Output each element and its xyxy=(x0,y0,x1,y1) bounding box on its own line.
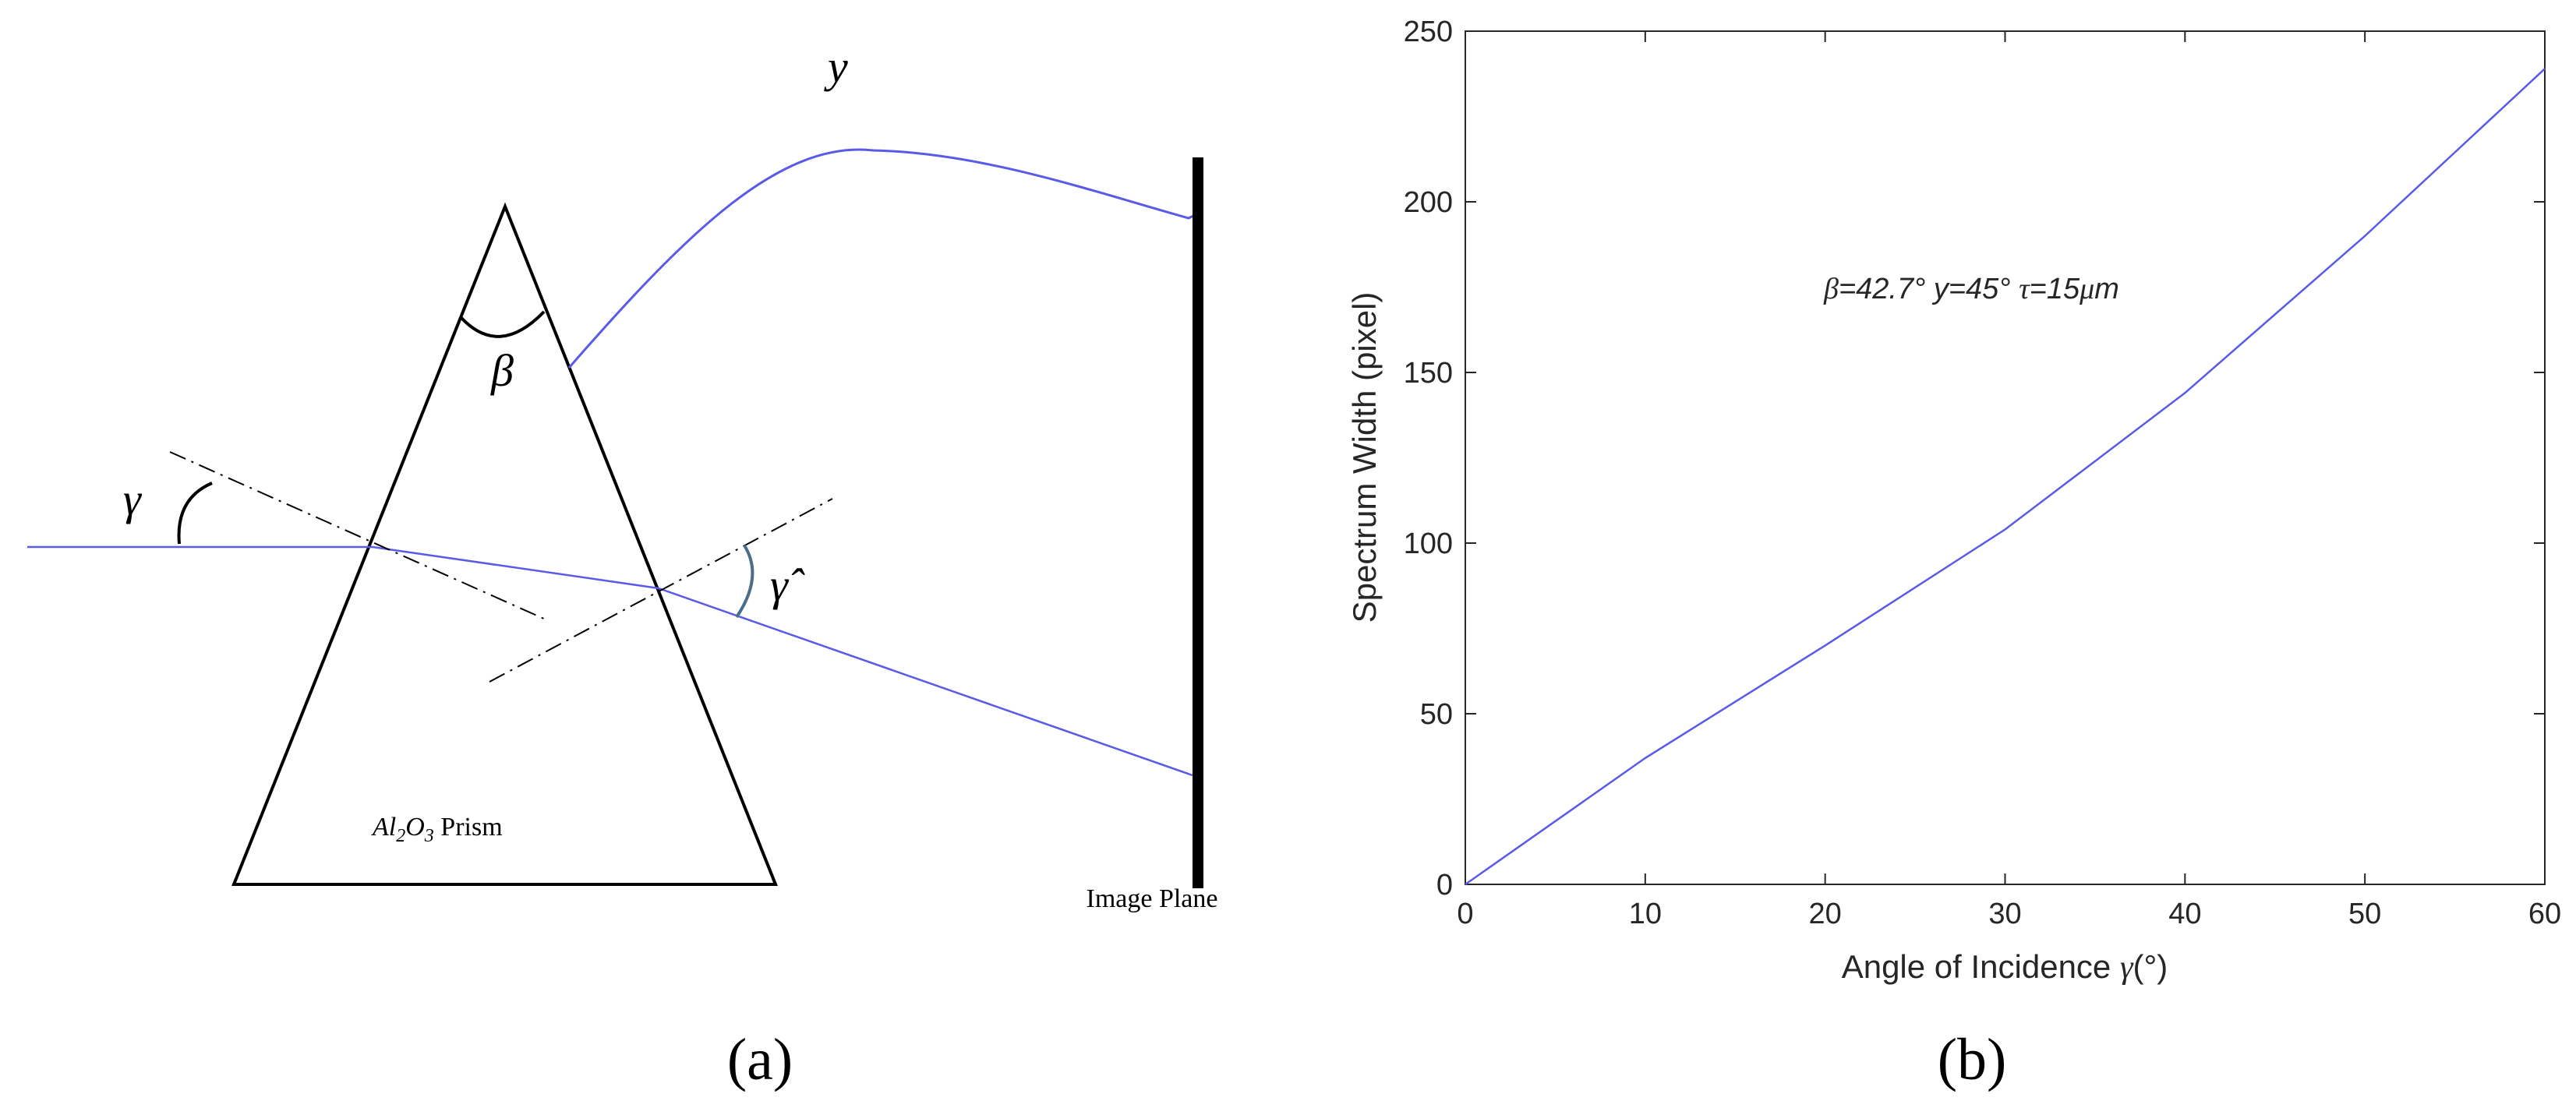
exit-ray xyxy=(658,587,1193,777)
x-axis-label: Angle of Incidence γ(°) xyxy=(1842,948,2168,986)
y-tick-label: 250 xyxy=(1404,16,1453,48)
prism-triangle xyxy=(231,202,778,886)
prism-label-sub2: 2 xyxy=(396,826,405,846)
x-tick-label: 60 xyxy=(2528,898,2561,930)
annotation-y: y=45° xyxy=(1931,273,2019,305)
y-tick-label: 200 xyxy=(1404,186,1453,219)
x-tick-label: 30 xyxy=(1988,898,2021,930)
prism-label-word: Prism xyxy=(434,813,503,842)
image-plane-label: Image Plane xyxy=(1087,884,1218,913)
x-axis-label-symbol: γ xyxy=(2120,950,2134,986)
gamma-angle-arc xyxy=(177,482,213,545)
normal-line-entry xyxy=(169,451,546,620)
y-tick-label: 50 xyxy=(1420,698,1453,731)
annotation-beta: β xyxy=(1823,273,1839,305)
chart-annotation: β=42.7° y=45° τ=15μm xyxy=(1823,273,2119,305)
gamma-label: γ xyxy=(123,474,143,524)
annotation-unit: m xyxy=(2094,273,2119,305)
x-tick-label: 0 xyxy=(1457,898,1473,930)
prism-label-o: O xyxy=(405,813,425,842)
plot-frame xyxy=(1465,30,2546,885)
beta-label: β xyxy=(490,345,514,396)
prism-label-al: Al xyxy=(371,813,396,842)
x-axis-label-text: Angle of Incidence xyxy=(1842,948,2120,985)
x-tick-label: 20 xyxy=(1809,898,1842,930)
x-tick-label: 50 xyxy=(2348,898,2381,930)
x-tick-label: 10 xyxy=(1629,898,1662,930)
panel-b-chart: 0 10 20 30 40 50 60 0 50 100 150 200 250 Angle of I… xyxy=(1346,16,2561,1092)
normal-line-exit xyxy=(489,498,833,683)
x-axis-ticks: 0 10 20 30 40 50 60 xyxy=(1457,31,2561,930)
prism-material-label: Al2O3 Prism xyxy=(371,813,503,846)
y-tick-label: 100 xyxy=(1404,528,1453,560)
caption-a: (a) xyxy=(727,1027,793,1092)
image-plane-bar xyxy=(1193,157,1203,888)
x-tick-label: 40 xyxy=(2168,898,2201,930)
prism-label-sub3: 3 xyxy=(424,826,434,846)
annotation-tau: τ xyxy=(2019,273,2030,305)
y-tick-label: 0 xyxy=(1436,869,1453,902)
y-tick-label: 150 xyxy=(1404,357,1453,390)
y-axis-ticks: 0 50 100 150 200 250 xyxy=(1404,16,2545,902)
annotation-beta-value: =42.7° xyxy=(1839,273,1934,305)
gamma-hat-angle-arc xyxy=(735,544,754,619)
annotation-tau-value: =15 xyxy=(2030,273,2080,305)
caption-b: (b) xyxy=(1938,1027,2007,1092)
gamma-hat-label: γ̂ xyxy=(770,559,805,610)
series-line xyxy=(1465,68,2546,886)
y-curve-ray xyxy=(567,148,1197,369)
refracted-ray xyxy=(372,545,659,590)
y-label: y xyxy=(824,41,848,92)
x-axis-label-unit: (°) xyxy=(2133,948,2168,985)
y-axis-label: Spectrum Width (pixel) xyxy=(1346,292,1383,623)
annotation-mu: μ xyxy=(2079,273,2094,305)
beta-angle-arc xyxy=(459,310,546,338)
panel-a-diagram: β γ γ̂ y Image Plane Al2O3 Prism (a) xyxy=(27,41,1218,1092)
